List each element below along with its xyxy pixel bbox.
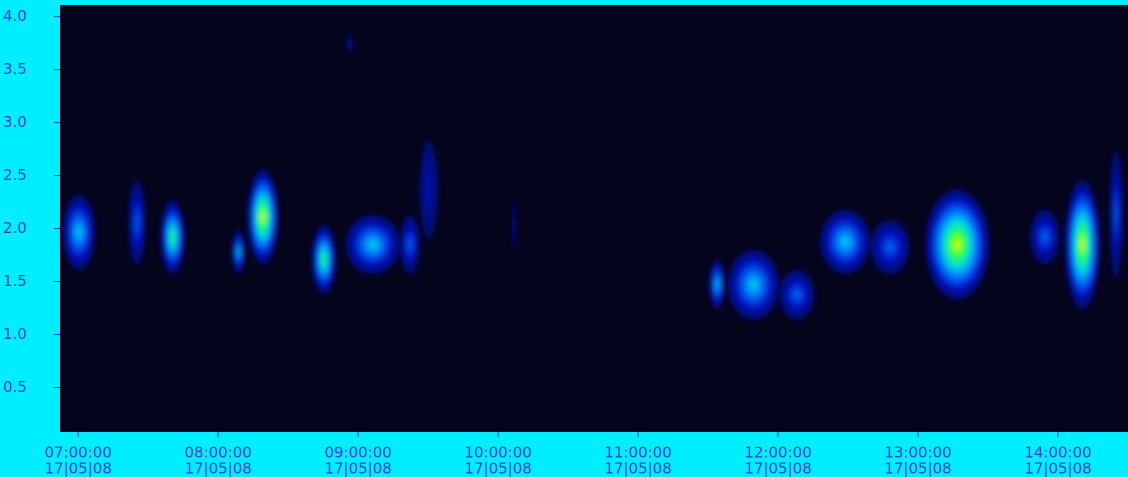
y-tick-label: 3.5 (3, 60, 27, 78)
y-tick-label: 1.0 (3, 325, 27, 343)
intensity-blob (128, 179, 146, 265)
x-tick-date: 17|05|08 (45, 460, 112, 477)
intensity-blob (779, 269, 815, 320)
x-tick-label: 10:00:00 (464, 444, 531, 462)
x-tick-date: 17|05|08 (744, 460, 811, 477)
intensity-blob (820, 209, 871, 275)
x-tick-label: 12:00:00 (744, 444, 811, 462)
intensity-blob (925, 189, 990, 300)
intensity-blob (1065, 179, 1101, 310)
intensity-blob (512, 199, 517, 250)
y-tick-label: 3.0 (3, 113, 27, 131)
intensity-blob (247, 169, 279, 265)
intensity-blob (1030, 209, 1060, 265)
intensity-blob (709, 259, 725, 310)
x-tick-label: 09:00:00 (324, 444, 391, 462)
intensity-blob (232, 229, 245, 275)
intensity-blob (160, 199, 185, 275)
intensity-blob (346, 34, 353, 55)
intensity-blob (400, 214, 420, 275)
x-tick-date: 17|05|08 (1024, 460, 1091, 477)
x-tick-label: 13:00:00 (884, 444, 951, 462)
intensity-blob (62, 194, 95, 270)
intensity-blob (311, 224, 336, 295)
y-tick-label: 1.5 (3, 272, 27, 290)
intensity-blob (727, 249, 780, 320)
y-tick-label: 2.5 (3, 166, 27, 184)
x-tick-label: 07:00:00 (45, 444, 112, 462)
x-tick-date: 17|05|08 (464, 460, 531, 477)
y-tick-label: 4.0 (3, 7, 27, 25)
intensity-blob (419, 139, 438, 240)
x-tick-date: 17|05|08 (184, 460, 251, 477)
intensity-blob (345, 214, 401, 275)
intensity-blob (870, 220, 910, 275)
x-tick-date: 17|05|08 (324, 460, 391, 477)
x-tick-label: 08:00:00 (184, 444, 251, 462)
x-tick-label: 11:00:00 (604, 444, 671, 462)
x-tick-date: 17|05|08 (884, 460, 951, 477)
x-tick-label: 14:00:00 (1024, 444, 1091, 462)
x-tick-date: 17|05|08 (604, 460, 671, 477)
y-tick-label: 2.0 (3, 219, 27, 237)
y-tick-label: 0.5 (3, 378, 27, 396)
intensity-blob (1109, 149, 1123, 280)
